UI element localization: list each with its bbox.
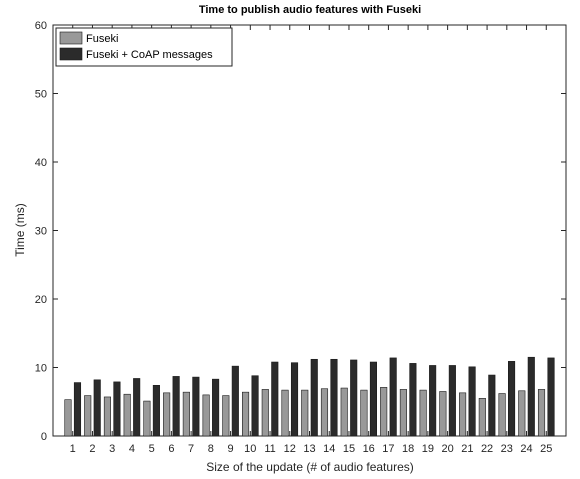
y-axis-label: Time (ms) <box>13 203 27 257</box>
bar-fuseki-coap <box>93 379 101 437</box>
x-tick-label: 8 <box>208 443 214 455</box>
chart-title: Time to publish audio features with Fuse… <box>199 4 421 16</box>
bar-fuseki <box>537 389 546 437</box>
bar-fuseki <box>459 392 467 437</box>
x-tick-label: 12 <box>284 443 296 455</box>
bar-fuseki-coap <box>488 374 496 437</box>
plot-area <box>52 24 567 437</box>
bar-fuseki <box>163 392 171 437</box>
bar-fuseki <box>64 399 72 437</box>
x-tick-label: 18 <box>402 443 414 455</box>
x-axis-label: Size of the update (# of audio features) <box>206 460 413 474</box>
y-tick-label: 30 <box>35 226 47 238</box>
bar-fuseki <box>222 395 230 437</box>
bar-fuseki-coap <box>389 357 397 437</box>
bar-fuseki <box>84 395 92 437</box>
x-tick-label: 22 <box>481 443 493 455</box>
bar-fuseki <box>143 400 151 437</box>
bar-fuseki-coap <box>271 361 279 437</box>
y-tick-label: 10 <box>35 363 47 375</box>
bar-fuseki-coap <box>290 362 299 437</box>
x-tick-label: 9 <box>228 443 234 455</box>
y-tick-label: 40 <box>35 157 47 169</box>
bar-fuseki <box>202 394 210 437</box>
bar-fuseki <box>182 391 190 437</box>
bar-fuseki-coap <box>310 358 318 437</box>
legend-box <box>55 27 233 67</box>
bar-fuseki <box>498 393 506 437</box>
legend-swatch <box>59 47 83 61</box>
bar-fuseki <box>419 389 427 437</box>
x-axis: 1 2 3 4 5 6 7 8 9 10 11 12 13 14 15 16 17 18 19 20 21 22 23 24 2… <box>70 25 552 455</box>
x-tick-label: 20 <box>441 443 453 455</box>
y-tick-label: 0 <box>41 431 47 443</box>
x-tick-label: 10 <box>244 443 256 455</box>
bar-fuseki-coap <box>113 381 121 437</box>
bar-fuseki <box>320 388 329 437</box>
legend-label: Fuseki <box>86 33 118 45</box>
x-tick-label: 16 <box>363 443 375 455</box>
y-tick-label: 60 <box>35 20 47 32</box>
x-tick-label: 14 <box>323 443 335 455</box>
bar-fuseki-coap <box>508 361 516 437</box>
bar-fuseki-coap <box>192 376 200 437</box>
y-tick-label: 20 <box>35 294 47 306</box>
bar-fuseki-coap <box>133 378 141 437</box>
x-tick-label: 19 <box>422 443 434 455</box>
x-tick-label: 1 <box>70 443 76 455</box>
x-tick-label: 5 <box>149 443 155 455</box>
bar-fuseki <box>380 387 388 437</box>
bar-fuseki-coap <box>73 382 82 437</box>
bar-fuseki-coap <box>251 375 259 437</box>
x-tick-label: 11 <box>264 443 275 455</box>
x-tick-label: 4 <box>129 443 135 455</box>
bar-fuseki-coap <box>547 357 555 437</box>
bar-fuseki <box>439 391 447 437</box>
bar-fuseki <box>123 393 131 437</box>
x-tick-label: 23 <box>501 443 513 455</box>
x-tick-label: 13 <box>303 443 315 455</box>
x-tick-label: 25 <box>540 443 552 455</box>
bar-fuseki-coap <box>231 365 239 437</box>
bars <box>64 356 555 437</box>
bar-fuseki <box>340 387 348 437</box>
bar-fuseki <box>301 389 309 437</box>
bar-fuseki <box>103 396 111 437</box>
x-tick-label: 24 <box>520 443 532 455</box>
bar-fuseki-coap <box>448 365 456 437</box>
bar-fuseki <box>478 398 486 437</box>
y-axis: 0 10 20 30 40 50 60 <box>35 20 566 443</box>
bar-fuseki-coap <box>429 365 437 437</box>
bar-fuseki-coap <box>468 366 476 437</box>
bar-fuseki <box>281 389 289 437</box>
y-tick-label: 50 <box>35 89 47 101</box>
bar-fuseki-coap <box>330 358 338 437</box>
bar-fuseki-coap <box>212 378 220 437</box>
x-tick-label: 15 <box>343 443 355 455</box>
x-tick-label: 3 <box>109 443 115 455</box>
bar-fuseki-coap <box>172 376 180 437</box>
bar-fuseki <box>399 389 407 437</box>
bar-fuseki-coap <box>350 359 358 437</box>
bar-fuseki <box>518 390 526 437</box>
bar-fuseki-coap <box>369 361 377 437</box>
bar-fuseki <box>261 389 269 437</box>
x-tick-label: 2 <box>89 443 95 455</box>
x-tick-label: 21 <box>461 443 473 455</box>
bar-fuseki-coap <box>152 385 160 437</box>
x-tick-label: 7 <box>188 443 194 455</box>
bar-fuseki-coap <box>409 363 417 437</box>
bar-fuseki-coap <box>527 356 535 437</box>
legend-swatch <box>59 31 83 45</box>
bar-fuseki <box>242 391 250 437</box>
x-tick-label: 6 <box>168 443 174 455</box>
legend: Fuseki Fuseki + CoAP messages <box>55 27 233 67</box>
bar-fuseki <box>360 389 368 437</box>
x-tick-label: 17 <box>382 443 394 455</box>
legend-label: Fuseki + CoAP messages <box>86 49 213 61</box>
